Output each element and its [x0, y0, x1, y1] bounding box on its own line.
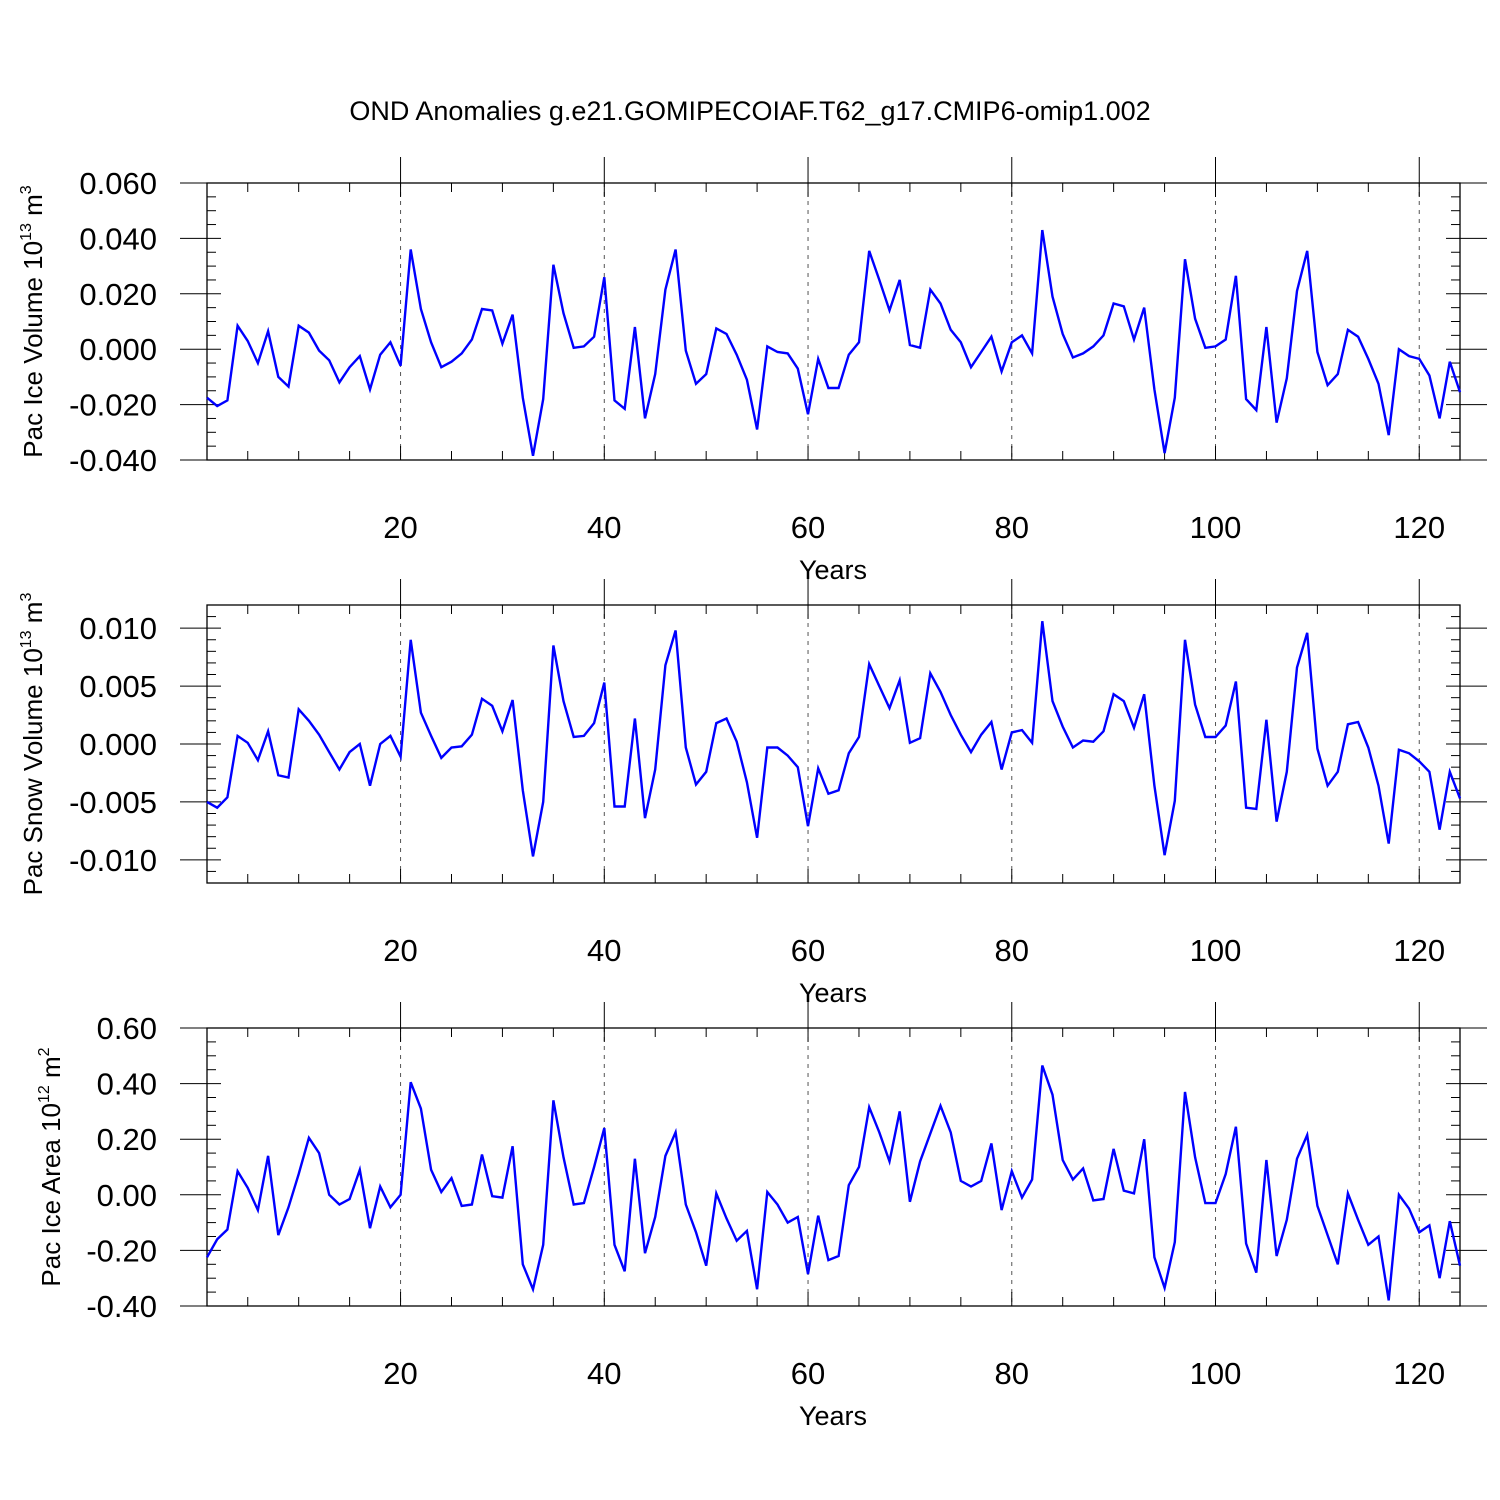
y-tick-label: 0.060 [79, 166, 157, 201]
y-axis-label-exp: 12 [36, 1085, 53, 1103]
x-axis-label: Years [799, 978, 867, 1008]
y-axis-label: Pac Ice Volume 1013 m3 [18, 185, 48, 458]
y-axis-label: Pac Ice Area 1012 m2 [36, 1047, 66, 1286]
y-axis-label-main: Pac Ice Area 10 [36, 1103, 66, 1287]
x-tick-label: 60 [791, 510, 825, 545]
x-tick-label: 20 [383, 933, 417, 968]
y-tick-label: 0.005 [79, 669, 157, 704]
x-tick-label: 20 [383, 1356, 417, 1391]
x-tick-label: 80 [995, 510, 1029, 545]
y-axis-label-main: Pac Ice Volume 10 [18, 241, 48, 458]
y-tick-label: 0.010 [79, 611, 157, 646]
panels: -0.040 -0.020 0.000 0.020 0.040 0.060 20 40 60 80… [18, 157, 1487, 1431]
pac-ice-volume-panel: -0.040 -0.020 0.000 0.020 0.040 0.060 20 40 60 80… [18, 157, 1487, 585]
y-tick-label: -0.20 [86, 1233, 157, 1268]
y-axis-label-exp: 13 [18, 630, 35, 648]
x-tick-label: 80 [995, 1356, 1029, 1391]
x-tick-label: 60 [791, 933, 825, 968]
y-tick-label: -0.040 [69, 443, 157, 478]
y-axis-label-unit-exp: 3 [18, 593, 35, 602]
y-axis-label-unit: m [18, 194, 48, 223]
y-axis-label-unit-exp: 3 [18, 185, 35, 194]
x-tick-label: 120 [1393, 510, 1445, 545]
y-tick-label: 0.20 [97, 1122, 157, 1157]
pac-snow-volume-series-line [206, 621, 1462, 857]
x-tick-label: 60 [791, 1356, 825, 1391]
x-axis-label: Years [799, 555, 867, 585]
x-tick-label: 40 [587, 1356, 621, 1391]
y-axis-label-unit: m [18, 602, 48, 631]
y-tick-label: 0.40 [97, 1067, 157, 1102]
plot-frame [206, 1027, 1461, 1307]
y-tick-label: 0.000 [79, 332, 157, 367]
y-axis-label-unit: m [36, 1056, 66, 1085]
y-tick-label: -0.005 [69, 785, 157, 820]
x-axis-label: Years [799, 1401, 867, 1431]
y-axis-label-exp: 13 [18, 223, 35, 241]
x-tick-label: 80 [995, 933, 1029, 968]
x-tick-label: 120 [1393, 1356, 1445, 1391]
y-axis-label: Pac Snow Volume 1013 m3 [18, 593, 48, 896]
x-tick-label: 100 [1190, 933, 1242, 968]
x-tick-label: 40 [587, 933, 621, 968]
y-tick-label: 0.040 [79, 221, 157, 256]
y-tick-label: 0.60 [97, 1011, 157, 1046]
y-tick-label: 0.000 [79, 727, 157, 762]
y-tick-label: 0.00 [97, 1178, 157, 1213]
x-tick-label: 20 [383, 510, 417, 545]
x-tick-label: 40 [587, 510, 621, 545]
y-axis-label-main: Pac Snow Volume 10 [18, 648, 48, 895]
figure-title: OND Anomalies g.e21.GOMIPECOIAF.T62_g17.… [349, 96, 1150, 126]
x-tick-label: 100 [1190, 1356, 1242, 1391]
y-tick-label: -0.020 [69, 388, 157, 423]
y-tick-label: -0.010 [69, 843, 157, 878]
plot-frame [206, 182, 1461, 461]
y-axis-label-unit-exp: 2 [36, 1047, 53, 1056]
x-tick-label: 120 [1393, 933, 1445, 968]
pac-ice-volume-series-line [206, 229, 1462, 457]
pac-ice-area-panel: -0.40 -0.20 0.00 0.20 0.40 0.60 20 40 60 80 100 120… [36, 1002, 1487, 1431]
y-tick-label: -0.40 [86, 1289, 157, 1324]
pac-snow-volume-panel: -0.010 -0.005 0.000 0.005 0.010 20 40 60 80 100 12… [18, 579, 1487, 1008]
pac-ice-area-series-line [205, 1065, 1462, 1301]
y-tick-label: 0.020 [79, 277, 157, 312]
x-tick-label: 100 [1190, 510, 1242, 545]
